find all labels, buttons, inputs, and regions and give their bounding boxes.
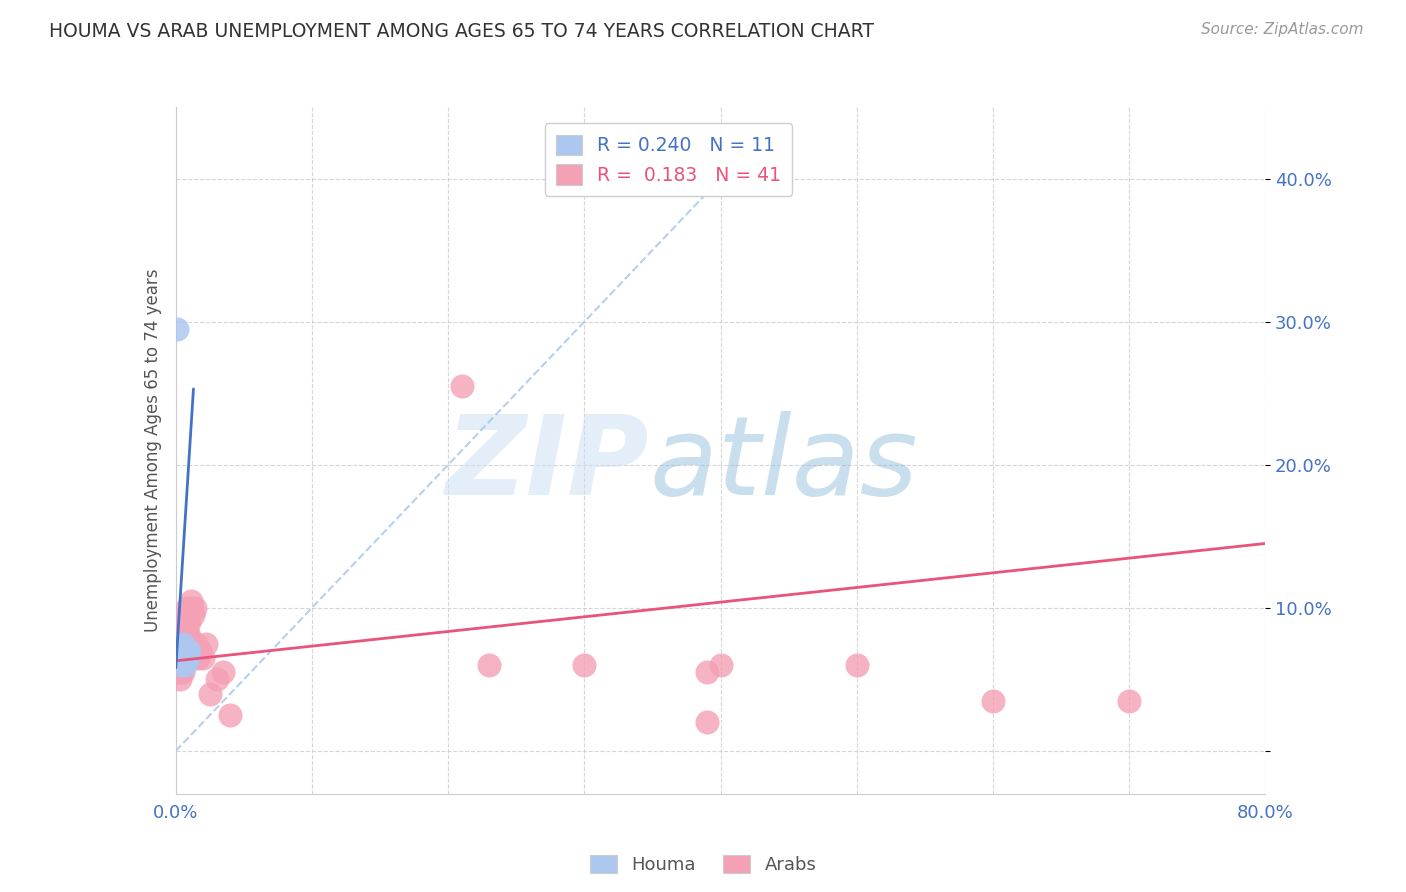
Point [450,379,472,393]
Point [179,644,201,658]
Point [173,658,195,673]
Point [169,673,191,687]
Text: atlas: atlas [650,410,918,517]
Point [167,665,190,680]
Point [186,637,208,651]
Text: HOUMA VS ARAB UNEMPLOYMENT AMONG AGES 65 TO 74 YEARS CORRELATION CHART: HOUMA VS ARAB UNEMPLOYMENT AMONG AGES 65… [49,22,875,41]
Point [191,651,214,665]
Point [170,665,193,680]
Point [183,607,205,622]
Point [166,637,188,651]
Point [186,651,209,665]
Point [845,658,868,673]
Point [174,637,197,651]
Point [174,658,197,673]
Legend: Houma, Arabs: Houma, Arabs [581,846,825,883]
Point [172,658,194,673]
Point [184,600,207,615]
Point [981,694,1004,708]
Point [173,651,195,665]
Point [166,665,188,680]
Point [177,607,200,622]
Point [180,593,202,607]
Y-axis label: Unemployment Among Ages 65 to 74 years: Unemployment Among Ages 65 to 74 years [143,268,162,632]
Point [170,651,193,665]
Point [194,637,217,651]
Point [167,651,190,665]
Point [172,637,194,651]
Point [172,665,194,680]
Point [176,600,198,615]
Legend: R = 0.240   N = 11, R =  0.183   N = 41: R = 0.240 N = 11, R = 0.183 N = 41 [544,123,793,196]
Point [166,658,188,673]
Text: ZIP: ZIP [446,410,650,517]
Point [478,658,501,673]
Point [181,600,204,615]
Point [198,687,221,701]
Point [167,651,190,665]
Text: Source: ZipAtlas.com: Source: ZipAtlas.com [1201,22,1364,37]
Point [696,715,718,730]
Point [219,708,242,723]
Point [176,644,198,658]
Point [212,665,235,680]
Point [188,644,211,658]
Point [1118,694,1140,708]
Point [205,673,228,687]
Point [574,658,596,673]
Point [170,658,193,673]
Point [179,630,201,644]
Point [176,623,198,637]
Point [696,665,718,680]
Point [173,651,195,665]
Point [174,615,197,630]
Point [166,322,188,336]
Point [177,651,200,665]
Point [710,658,733,673]
Point [169,665,191,680]
Point [179,615,201,630]
Point [169,644,191,658]
